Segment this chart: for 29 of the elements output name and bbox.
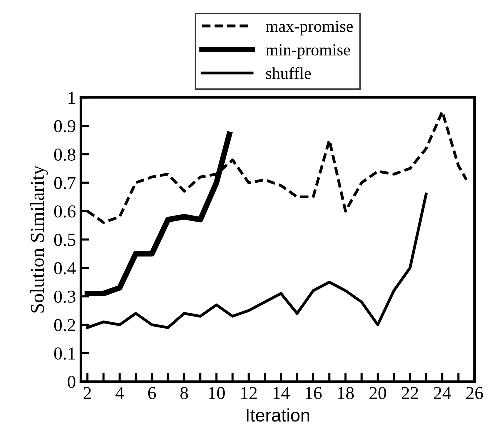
x-tick-label: 10 bbox=[209, 387, 226, 400]
y-tick-label: 0.1 bbox=[54, 348, 76, 360]
y-tick-label: 0.3 bbox=[54, 290, 76, 304]
legend-label: max-promise bbox=[266, 20, 354, 36]
y-tick-label: 0.7 bbox=[54, 177, 76, 190]
y-tick-label: 0 bbox=[68, 376, 76, 388]
x-tick-label: 26 bbox=[466, 387, 484, 400]
x-tick-label: 22 bbox=[402, 387, 418, 400]
x-tick-label: 14 bbox=[274, 387, 290, 400]
legend-label: shuffle bbox=[266, 67, 312, 80]
x-tick-label: 12 bbox=[242, 387, 257, 400]
legend-label: min-promise bbox=[266, 44, 350, 60]
x-axis-title: Iteration bbox=[247, 408, 310, 422]
x-tick-label: 24 bbox=[434, 387, 452, 400]
x-tick-label: 8 bbox=[180, 387, 188, 400]
y-axis-title: Solution Similarity bbox=[30, 166, 48, 313]
x-tick-label: 2 bbox=[84, 387, 92, 400]
y-tick-label: 0.4 bbox=[54, 262, 76, 275]
y-tick-label: 0.5 bbox=[54, 234, 76, 246]
y-tick-label: 0.9 bbox=[54, 120, 76, 133]
x-tick-label: 18 bbox=[338, 387, 354, 400]
y-tick-label: 0.8 bbox=[54, 148, 76, 162]
x-tick-label: 4 bbox=[116, 387, 124, 400]
y-tick-label: 0.6 bbox=[54, 206, 76, 218]
y-tick-label: 1 bbox=[68, 92, 76, 104]
x-tick-label: 16 bbox=[306, 387, 322, 400]
y-tick-label: 0.2 bbox=[54, 319, 76, 332]
x-tick-label: 6 bbox=[148, 387, 156, 400]
x-tick-label: 20 bbox=[370, 387, 386, 400]
